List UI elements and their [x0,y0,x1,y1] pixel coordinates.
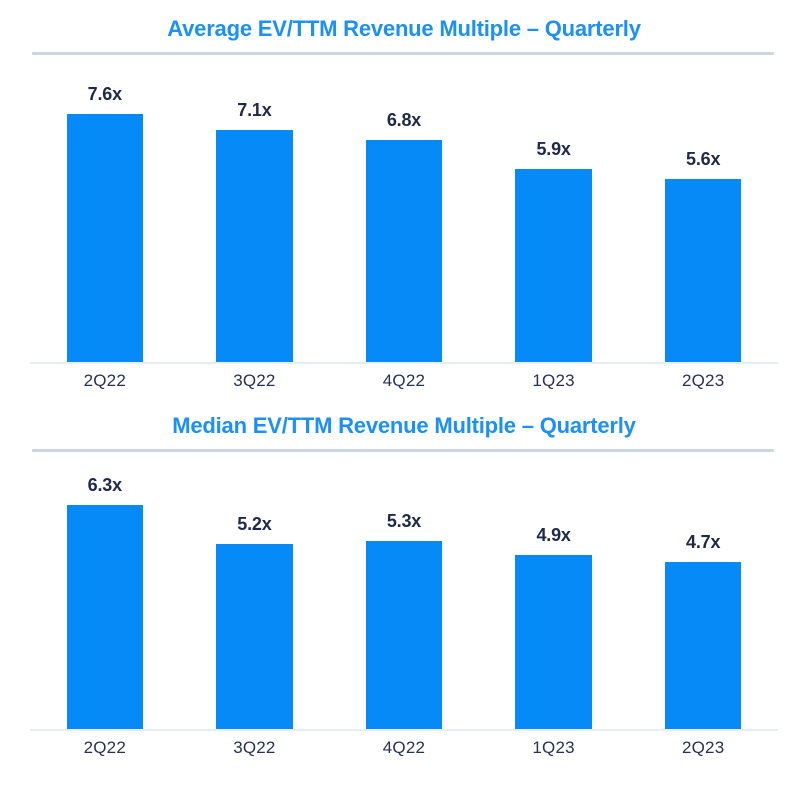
bar-column: 4.9x [479,452,629,729]
chart-median-ev-ttm-revenue-multiple: Median EV/TTM Revenue Multiple – Quarter… [0,413,808,758]
value-label: 5.6x [686,149,721,169]
bar [665,179,742,362]
x-axis-label: 1Q23 [532,371,575,390]
bar-column: 6.8x [329,55,479,362]
plot-area: 6.3x 5.2x 5.3x 4.9x 4.7x [30,452,778,731]
title-underline [32,52,774,55]
value-label: 6.3x [87,475,122,495]
title-underline [32,449,774,452]
x-axis-label: 2Q22 [83,371,126,390]
bar-column: 7.1x [180,55,330,362]
x-axis-label: 2Q23 [681,371,725,390]
value-label: 4.9x [536,525,571,545]
bar [515,169,592,362]
x-axis-labels: 2Q22 3Q22 4Q22 1Q23 2Q23 [30,364,778,391]
plot-area: 7.6x 7.1x 6.8x 5.9x 5.6x [30,55,778,364]
bar-column: 7.6x [30,55,180,362]
bar-column: 5.2x [180,452,330,729]
bar-column: 6.3x [30,452,180,729]
value-label: 5.9x [536,139,571,159]
chart-title: Median EV/TTM Revenue Multiple – Quarter… [172,413,636,438]
value-label: 5.2x [237,514,272,534]
value-label: 5.3x [386,511,422,531]
value-label: 4.7x [686,532,721,552]
bar [515,555,592,729]
value-label: 7.1x [237,100,272,120]
bar [365,140,443,362]
value-label: 6.8x [386,110,422,130]
x-axis-label: 3Q22 [233,371,276,390]
bar [365,541,443,729]
bar-column: 5.9x [479,55,629,362]
x-axis-label: 2Q23 [681,738,725,757]
value-label: 7.6x [87,84,122,104]
bar-column: 4.7x [628,452,778,729]
bar [216,544,293,729]
x-axis-label: 4Q22 [382,371,426,390]
bar-column: 5.6x [628,55,778,362]
x-axis-label: 4Q22 [382,738,426,757]
x-axis-label: 2Q22 [83,738,126,757]
x-axis-label: 3Q22 [233,738,276,757]
x-axis-label: 1Q23 [532,738,575,757]
bar-column: 5.3x [329,452,479,729]
bar [66,505,143,729]
bar [665,562,742,729]
chart-title: Average EV/TTM Revenue Multiple – Quarte… [167,16,641,41]
bar [216,130,293,362]
chart-average-ev-ttm-revenue-multiple: Average EV/TTM Revenue Multiple – Quarte… [0,16,808,391]
x-axis-labels: 2Q22 3Q22 4Q22 1Q23 2Q23 [30,731,778,758]
bar [66,114,143,362]
